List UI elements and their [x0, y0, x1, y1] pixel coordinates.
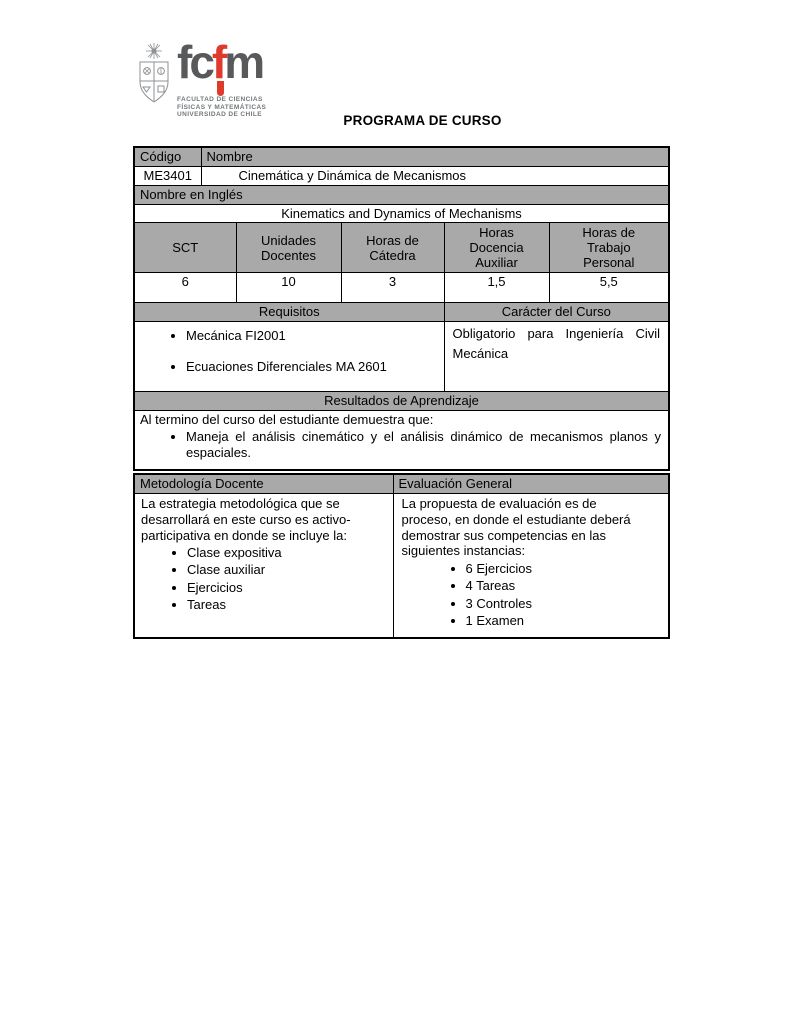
metodologia-cell: La estrategia metodológica que se desarr…: [133, 492, 394, 639]
wordmark-fc: fc: [177, 36, 215, 88]
evaluacion-header: Evaluación General: [392, 473, 670, 494]
nombre-value: Cinemática y Dinámica de Mecanismos: [200, 165, 670, 186]
logo-caption-line: FÍSICAS Y MATEMÁTICAS: [177, 103, 267, 111]
methodology-evaluation-table: Metodología Docente Evaluación General L…: [133, 473, 670, 640]
requisitos-header: Requisitos: [133, 302, 445, 323]
nombre-header: Nombre: [200, 146, 670, 167]
resultados-list: Maneja el análisis cinemático y el análi…: [140, 429, 663, 461]
horas-trabajo-personal-value: 5,5: [548, 272, 670, 304]
list-item: Mecánica FI2001: [186, 328, 439, 344]
universidad-de-chile-crest-icon: [139, 43, 169, 103]
unidades-docentes-value: 10: [235, 272, 342, 304]
nombre-ingles-value: Kinematics and Dynamics of Mechanisms: [133, 203, 670, 224]
fcfm-logo: fcfm FACULTAD DE CIENCIAS FÍSICAS Y MATE…: [137, 36, 266, 119]
metodologia-list: Clase expositiva Clase auxiliar Ejercici…: [141, 545, 387, 613]
resultados-intro: Al termino del curso del estudiante demu…: [140, 411, 434, 427]
caracter-header: Carácter del Curso: [443, 302, 670, 323]
codigo-value: ME3401: [133, 165, 202, 186]
metodologia-header: Metodología Docente: [133, 473, 394, 494]
codigo-header: Código: [133, 146, 202, 167]
list-item: Tareas: [187, 597, 387, 613]
list-item: Ejercicios: [187, 580, 387, 596]
list-item: 6 Ejercicios: [466, 561, 661, 577]
list-item: Clase expositiva: [187, 545, 387, 561]
nombre-ingles-header: Nombre en Inglés: [133, 184, 670, 205]
logo-caption-line: FACULTAD DE CIENCIAS: [177, 96, 263, 103]
metodologia-intro: La estrategia metodológica que se desarr…: [141, 495, 351, 543]
logo-caption: FACULTAD DE CIENCIAS FÍSICAS Y MATEMÁTIC…: [177, 96, 266, 119]
horas-docencia-auxiliar-header: Horas Docencia Auxiliar: [443, 222, 550, 274]
page-title: PROGRAMA DE CURSO: [343, 113, 502, 128]
horas-catedra-header: Horas de Cátedra: [340, 222, 445, 274]
wordmark-m: m: [224, 36, 265, 88]
unidades-docentes-header: Unidades Docentes: [235, 222, 342, 274]
sct-header: SCT: [133, 222, 237, 274]
resultados-header: Resultados de Aprendizaje: [133, 391, 670, 411]
horas-catedra-value: 3: [340, 272, 445, 304]
resultados-cell: Al termino del curso del estudiante demu…: [133, 409, 670, 471]
evaluacion-list: 6 Ejercicios 4 Tareas 3 Controles 1 Exam…: [402, 561, 661, 629]
requisitos-cell: Mecánica FI2001 Ecuaciones Diferenciales…: [133, 321, 445, 393]
horas-docencia-auxiliar-value: 1,5: [443, 272, 550, 304]
evaluacion-intro: La propuesta de evaluación es de proceso…: [401, 495, 631, 559]
list-item: Ecuaciones Diferenciales MA 2601: [186, 359, 439, 375]
fcfm-wordmark: fcfm: [177, 36, 266, 96]
list-item: Maneja el análisis cinemático y el análi…: [186, 429, 663, 461]
horas-trabajo-personal-header: Horas de Trabajo Personal: [548, 222, 670, 274]
course-info-table: Código Nombre ME3401 Cinemática y Dinámi…: [133, 146, 671, 472]
list-item: 3 Controles: [466, 596, 661, 612]
sct-value: 6: [133, 272, 237, 304]
caracter-value: Obligatorio para Ingeniería Civil Mecáni…: [443, 321, 670, 393]
logo-caption-line: UNIVERSIDAD DE CHILE: [177, 111, 262, 118]
evaluacion-cell: La propuesta de evaluación es de proceso…: [392, 492, 670, 639]
list-item: 1 Examen: [466, 613, 661, 629]
requisitos-list: Mecánica FI2001 Ecuaciones Diferenciales…: [140, 328, 439, 375]
list-item: 4 Tareas: [466, 578, 661, 594]
wordmark-red-f: f: [211, 36, 227, 96]
list-item: Clase auxiliar: [187, 562, 387, 578]
